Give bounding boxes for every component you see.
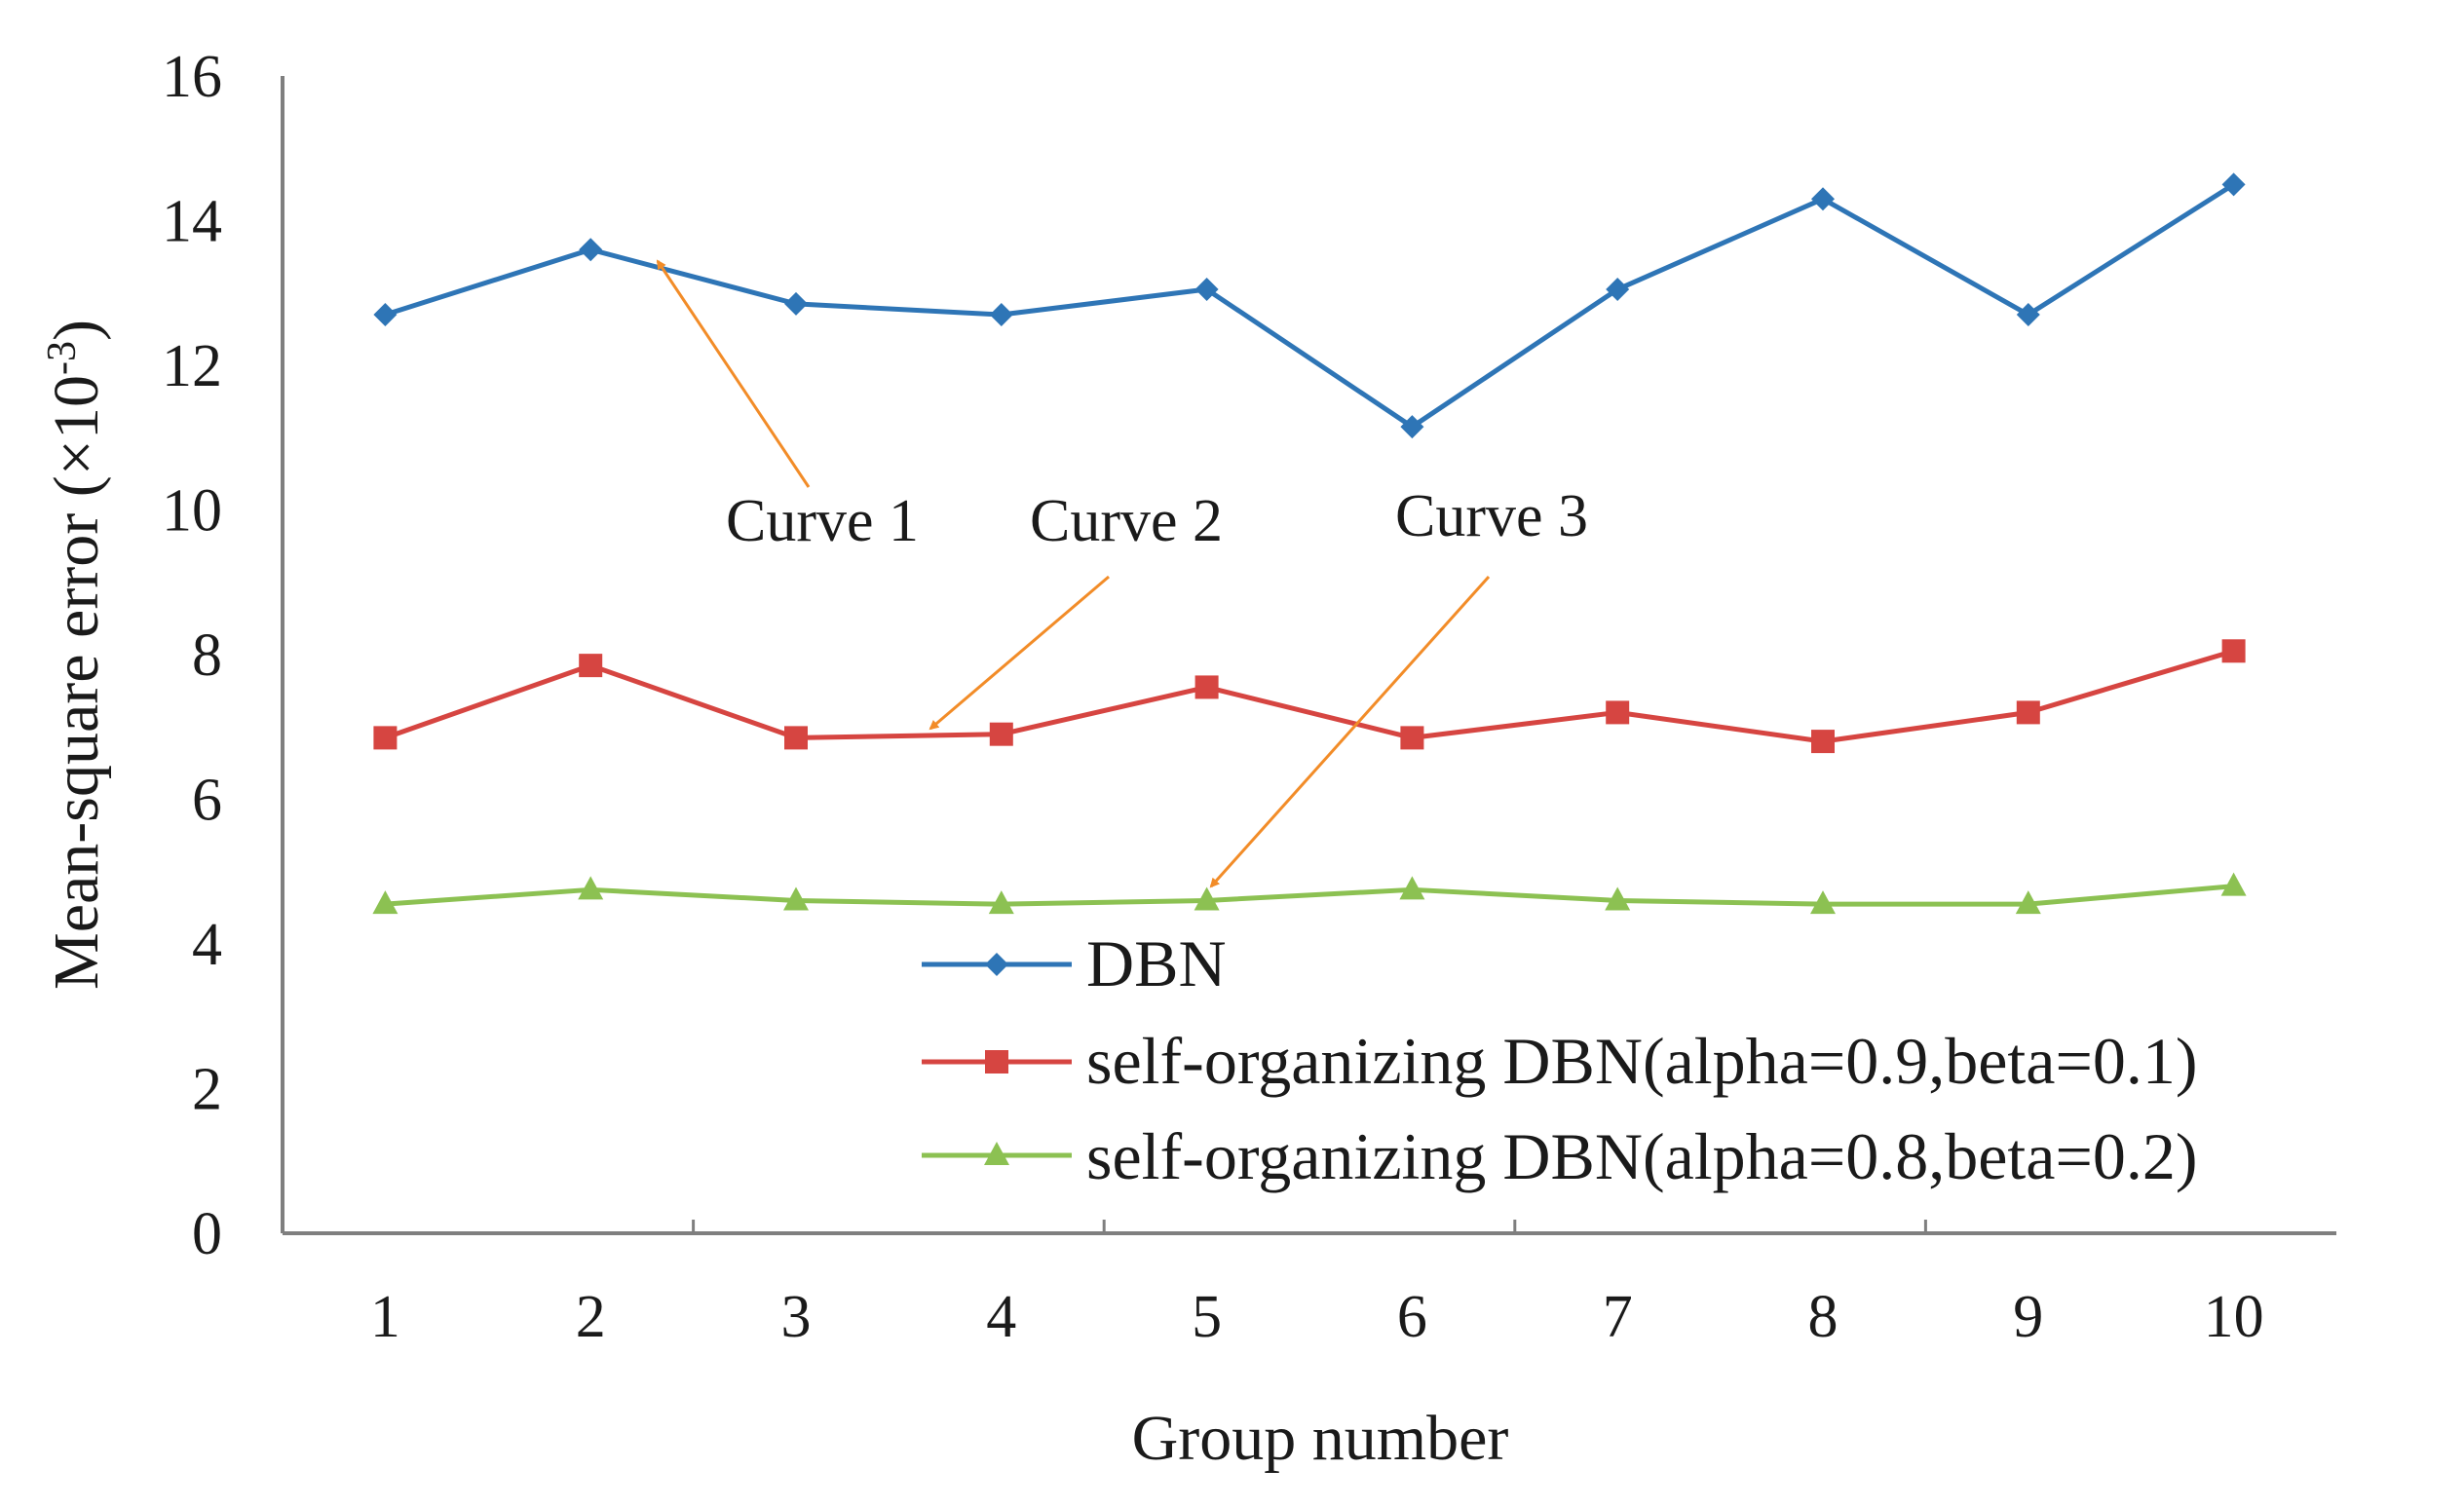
- annotation-arrow-curve-2: [929, 575, 1110, 731]
- data-point: [1811, 730, 1835, 754]
- legend-marker-dbn: [985, 953, 1008, 976]
- y-tick-label: 8: [192, 622, 222, 689]
- legend-marker-sodbn-09: [985, 1050, 1008, 1074]
- data-point: [2016, 303, 2040, 327]
- x-tick-label: 8: [1808, 1284, 1839, 1350]
- x-tick-label: 10: [2204, 1284, 2264, 1350]
- x-axis-title: Group number: [1132, 1403, 1509, 1474]
- x-tick-label: 7: [1603, 1284, 1633, 1350]
- y-tick-label: 4: [192, 912, 222, 978]
- y-axis-title-close: ): [41, 320, 112, 341]
- x-tick-marks: [692, 1220, 1927, 1233]
- data-point: [1810, 890, 1836, 915]
- data-point: [578, 876, 604, 900]
- annotation-curve-2: Curve 2: [1030, 488, 1223, 554]
- y-tick-label: 12: [162, 333, 222, 399]
- legend-item-sodbn-08: self-organizing DBN(alpha=0.8,beta=0.2): [922, 1119, 2197, 1193]
- data-point: [783, 886, 809, 911]
- data-point: [2015, 890, 2041, 915]
- x-tick-label: 5: [1192, 1284, 1222, 1350]
- annotation-arrow-curve-1: [656, 259, 811, 488]
- legend-item-dbn: DBN: [922, 926, 1227, 1000]
- series-3: [372, 872, 2247, 915]
- x-tick-label: 9: [2013, 1284, 2043, 1350]
- y-axis-title-times: ×: [41, 439, 112, 475]
- y-tick-label: 2: [192, 1057, 222, 1123]
- y-axis-title-main: Mean-square error (: [41, 475, 112, 990]
- legend-label-sodbn-09: self-organizing DBN(alpha=0.9,beta=0.1): [1086, 1024, 2197, 1098]
- x-tick-label: 4: [986, 1284, 1016, 1350]
- data-point: [989, 303, 1013, 327]
- x-tick-labels: 1 2 3 4 5 6 7 8 9 10: [370, 1284, 2264, 1350]
- data-point: [2221, 639, 2246, 663]
- data-point: [1400, 726, 1424, 750]
- series-line: [384, 182, 2235, 430]
- annotations: Curve 1 Curve 2 Curve 3: [656, 259, 1588, 888]
- data-point: [2220, 872, 2247, 896]
- data-point: [1811, 187, 1835, 211]
- y-tick-label: 6: [192, 768, 222, 834]
- data-point: [989, 722, 1013, 746]
- data-point: [1605, 886, 1631, 911]
- data-point: [1606, 278, 1630, 302]
- legend-label-dbn: DBN: [1086, 926, 1227, 1000]
- y-tick-label: 0: [192, 1201, 222, 1267]
- legend-marker-sodbn-08: [984, 1142, 1009, 1165]
- y-tick-label: 14: [162, 189, 222, 255]
- data-point: [1194, 886, 1220, 911]
- y-tick-label: 10: [162, 478, 222, 545]
- data-point: [784, 726, 808, 750]
- legend-label-sodbn-08: self-organizing DBN(alpha=0.8,beta=0.2): [1086, 1119, 2197, 1193]
- data-point: [579, 654, 603, 678]
- axes: [281, 76, 2336, 1235]
- legend: DBN self-organizing DBN(alpha=0.9,beta=0…: [922, 926, 2197, 1193]
- data-point: [2221, 172, 2246, 197]
- y-tick-label: 16: [162, 44, 222, 110]
- x-tick-label: 1: [370, 1284, 400, 1350]
- x-tick-label: 3: [781, 1284, 812, 1350]
- y-axis-title: Mean-square error (×10-3): [40, 320, 112, 990]
- annotation-curve-3: Curve 3: [1395, 483, 1588, 549]
- data-point: [372, 890, 398, 915]
- y-axis-title-exponent: -3: [40, 341, 85, 375]
- data-point: [988, 890, 1014, 915]
- data-point: [784, 291, 808, 316]
- data-point: [373, 726, 398, 750]
- data-point: [373, 303, 398, 327]
- annotation-arrow-curve-3: [1209, 575, 1491, 888]
- data-point: [1194, 675, 1219, 699]
- annotation-curve-1: Curve 1: [726, 488, 919, 554]
- series-layer: [372, 172, 2247, 915]
- series-line: [385, 884, 2234, 907]
- y-tick-labels: 0 2 4 6 8 10 12 14 16: [162, 44, 222, 1267]
- data-point: [1194, 278, 1219, 302]
- y-axis-title-base: 10: [41, 375, 112, 439]
- data-point: [1399, 876, 1425, 900]
- series-2: [373, 639, 2246, 754]
- data-point: [2016, 700, 2040, 725]
- x-tick-label: 6: [1397, 1284, 1427, 1350]
- data-point: [1400, 415, 1424, 439]
- data-point: [1606, 700, 1630, 725]
- legend-item-sodbn-09: self-organizing DBN(alpha=0.9,beta=0.1): [922, 1024, 2197, 1098]
- series-line: [384, 648, 2235, 744]
- data-point: [579, 238, 603, 262]
- series-1: [373, 172, 2246, 439]
- x-tick-label: 2: [576, 1284, 606, 1350]
